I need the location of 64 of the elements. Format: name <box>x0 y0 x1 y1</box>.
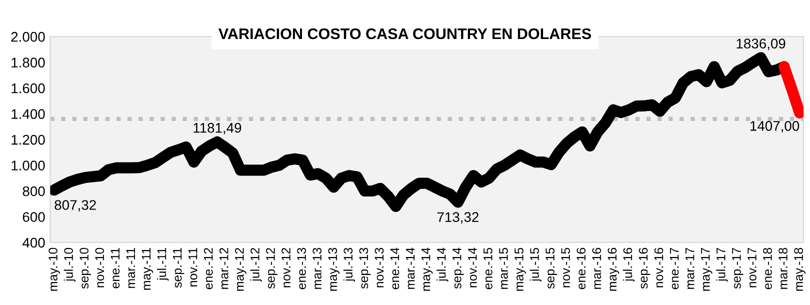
x-tick-label: ene.-18 <box>763 248 772 290</box>
x-tick-label: nov.-14 <box>468 248 477 288</box>
x-tick-label: jul.-11 <box>157 248 169 281</box>
x-tick-label: jul.-15 <box>530 248 542 282</box>
data-label: 1181,49 <box>194 122 242 134</box>
x-tick-label: nov.-13 <box>374 248 384 288</box>
x-tick-label: may.-14 <box>422 248 433 291</box>
x-tick-label: nov.-12 <box>282 248 290 288</box>
x-tick-label: jul.-12 <box>250 248 262 282</box>
x-tick-label: jul.-13 <box>343 248 356 282</box>
x-tick-label: mar.-12 <box>219 248 228 289</box>
y-tick-label: 1.800 <box>12 58 45 68</box>
x-tick-label: sep.-15 <box>546 248 557 289</box>
x-tick-label: sep.-11 <box>172 248 184 288</box>
x-tick-label: ene.-13 <box>297 248 306 290</box>
chart-title: VARIACION COSTO CASA COUNTRY EN DOLARES <box>218 28 592 40</box>
x-tick-label: may.-18 <box>794 248 806 291</box>
data-label: 1407,00 <box>750 120 800 132</box>
x-tick-label: sep.-16 <box>638 248 650 289</box>
data-label: 713,32 <box>437 212 478 224</box>
x-tick-label: jul.-16 <box>622 248 635 282</box>
x-tick-label: may.-15 <box>514 248 526 291</box>
x-tick-label: ene.-14 <box>390 248 400 290</box>
y-tick-label: 1.600 <box>12 83 45 94</box>
data-label: 1836,09 <box>736 38 786 50</box>
x-tick-label: mar.-14 <box>406 248 415 289</box>
x-tick-label: ene.-17 <box>670 248 679 290</box>
x-tick-label: jul.-10 <box>64 248 76 282</box>
x-tick-label: may.-12 <box>234 248 246 291</box>
x-tick-label: sep.-13 <box>359 248 371 289</box>
x-tick-label: may.-10 <box>48 248 60 291</box>
x-tick-label: sep.-12 <box>266 248 278 289</box>
x-tick-label: mar.-17 <box>686 248 694 289</box>
y-tick-label: 400 <box>22 238 45 248</box>
x-tick-label: nov.-10 <box>95 248 104 288</box>
x-tick-label: nov.-15 <box>561 248 570 288</box>
y-tick-label: 600 <box>22 212 45 222</box>
x-tick-label: mar.-15 <box>499 248 508 289</box>
y-tick-label: 1.400 <box>12 109 45 119</box>
y-tick-label: 2.000 <box>11 32 45 42</box>
x-tick-label: may.-17 <box>701 248 712 291</box>
y-tick-label: 1.000 <box>12 160 45 170</box>
x-tick-label: mar.-16 <box>592 248 602 289</box>
x-tick-label: sep.-10 <box>80 248 91 289</box>
y-tick-label: 800 <box>22 186 45 196</box>
x-tick-label: jul.-17 <box>716 248 728 282</box>
x-tick-label: may.-13 <box>328 248 340 291</box>
data-label: 807,32 <box>54 200 96 212</box>
x-tick-label: ene.-16 <box>576 248 586 290</box>
x-tick-label: jul.-14 <box>436 248 448 282</box>
x-tick-label: nov.-17 <box>748 248 756 288</box>
x-tick-label: may.-11 <box>142 248 154 290</box>
x-tick-label: mar.-18 <box>778 248 788 289</box>
x-tick-label: sep.-14 <box>452 248 464 289</box>
y-tick-label: 1.200 <box>12 134 45 145</box>
x-tick-label: ene.-11 <box>110 248 120 288</box>
x-tick-label: ene.-15 <box>484 248 492 290</box>
x-tick-label: mar.-13 <box>312 248 322 289</box>
x-tick-label: sep.-17 <box>732 248 744 289</box>
x-tick-label: mar.-11 <box>126 248 136 288</box>
x-tick-label: ene.-12 <box>204 248 213 290</box>
x-tick-label: nov.-16 <box>654 248 664 288</box>
x-tick-label: nov.-11 <box>188 248 198 286</box>
x-tick-label: may.-16 <box>608 248 620 291</box>
